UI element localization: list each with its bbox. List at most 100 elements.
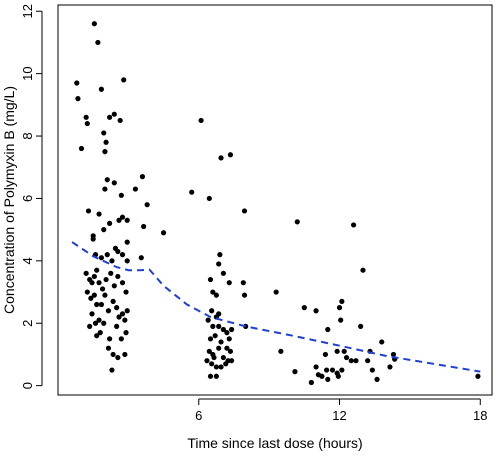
data-point	[138, 255, 144, 261]
data-point	[104, 177, 110, 183]
data-point	[292, 369, 298, 375]
data-point	[224, 345, 230, 351]
data-point	[329, 367, 336, 373]
data-point	[160, 230, 167, 236]
data-point	[343, 354, 350, 361]
data-point	[107, 114, 113, 120]
data-point	[218, 339, 224, 345]
data-point	[94, 267, 100, 273]
data-point	[301, 305, 307, 311]
data-point	[122, 317, 128, 323]
data-point	[117, 117, 123, 124]
data-point	[102, 149, 108, 155]
data-point	[213, 364, 219, 370]
data-point	[334, 348, 340, 354]
data-point	[350, 222, 357, 228]
data-point	[91, 273, 97, 280]
data-point	[216, 345, 222, 351]
data-point	[210, 289, 216, 295]
data-point	[119, 311, 126, 317]
data-point	[336, 305, 343, 311]
data-point	[216, 323, 222, 329]
data-point	[358, 323, 364, 329]
y-tick-label: 2	[20, 320, 35, 327]
data-point	[220, 270, 226, 276]
data-point	[209, 361, 215, 367]
data-point	[98, 255, 104, 261]
data-point	[83, 270, 89, 276]
data-point	[348, 358, 354, 364]
data-point	[241, 208, 248, 214]
y-axis: 0 2 4 6 8 10 12	[20, 4, 43, 389]
data-point	[207, 276, 214, 283]
data-point	[109, 367, 115, 373]
data-point	[360, 267, 366, 273]
data-point	[341, 348, 347, 354]
data-point	[91, 21, 97, 27]
data-point	[227, 348, 234, 354]
data-point	[139, 174, 146, 180]
data-point	[216, 311, 222, 317]
data-point	[83, 114, 89, 120]
data-point	[110, 298, 116, 304]
data-point	[108, 270, 114, 276]
data-point	[89, 311, 95, 317]
data-point	[78, 145, 85, 152]
y-tick-label: 6	[20, 195, 35, 202]
data-point	[212, 333, 218, 339]
data-point	[217, 252, 223, 258]
data-point	[118, 336, 124, 342]
data-point	[88, 295, 94, 301]
data-point	[101, 320, 107, 326]
plot-frame	[57, 4, 493, 396]
data-point	[144, 202, 150, 208]
data-point	[105, 345, 112, 351]
data-point	[189, 189, 195, 195]
data-point	[116, 314, 122, 320]
data-point	[369, 367, 375, 373]
data-point	[99, 286, 106, 292]
data-point	[121, 77, 127, 83]
data-point	[101, 130, 107, 136]
y-tick-label: 10	[20, 66, 35, 80]
data-point	[107, 220, 113, 226]
data-point	[111, 180, 117, 186]
data-point	[226, 280, 232, 286]
data-point	[278, 348, 284, 354]
data-point	[206, 348, 212, 354]
y-tick-label: 8	[20, 132, 35, 139]
data-point	[205, 317, 211, 323]
data-point	[105, 308, 112, 314]
data-point	[90, 236, 96, 242]
data-point	[227, 152, 234, 158]
data-point	[207, 336, 214, 342]
data-point	[207, 373, 214, 379]
data-point	[111, 283, 117, 289]
data-point	[114, 323, 120, 329]
data-point	[206, 195, 212, 202]
data-point	[123, 330, 129, 336]
y-tick-label: 0	[20, 382, 35, 389]
data-point	[84, 289, 90, 295]
data-point	[98, 86, 104, 92]
data-point	[220, 326, 226, 333]
data-point	[102, 292, 108, 298]
x-tick-label: 12	[332, 408, 346, 423]
data-point	[313, 308, 319, 314]
data-point	[110, 351, 116, 358]
data-point	[95, 39, 101, 46]
data-point	[218, 155, 224, 161]
data-point	[387, 364, 393, 370]
data-point	[123, 289, 129, 295]
data-point	[241, 292, 248, 298]
data-point	[218, 364, 224, 370]
data-points	[74, 21, 481, 386]
data-point	[97, 330, 103, 336]
data-point	[224, 330, 230, 336]
data-point	[116, 217, 122, 223]
data-point	[475, 373, 481, 379]
data-point	[102, 186, 108, 192]
data-point	[119, 252, 126, 258]
data-point	[325, 376, 331, 382]
x-axis: 6 12 18	[195, 398, 488, 423]
